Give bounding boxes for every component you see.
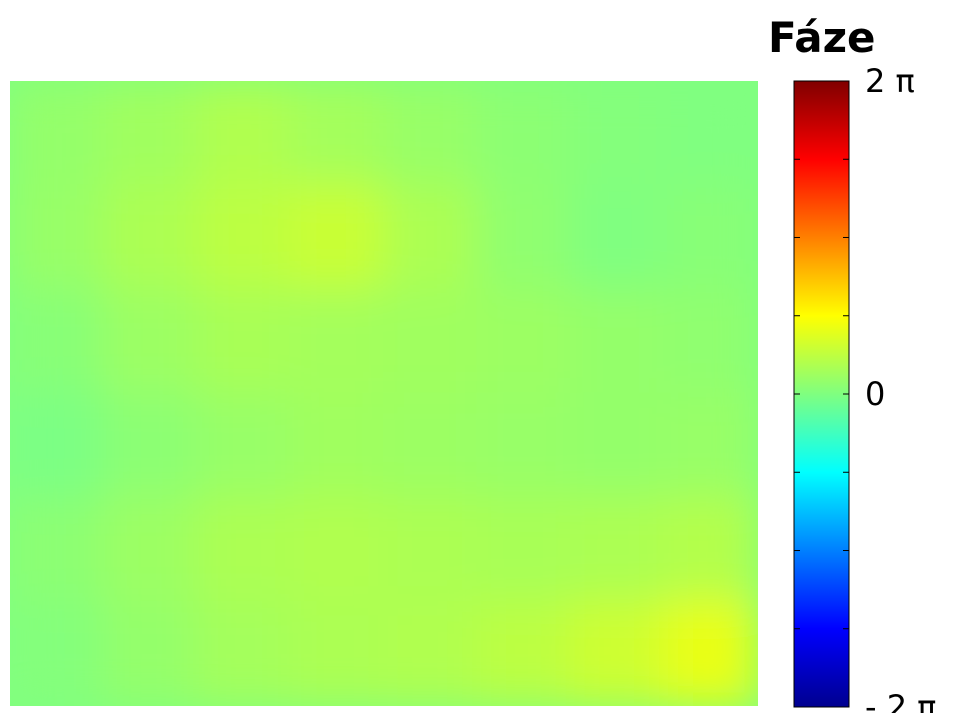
colorbar-ticks bbox=[794, 80, 849, 708]
heatmap-cell bbox=[476, 81, 572, 187]
heatmap-cell bbox=[476, 392, 572, 499]
heatmap-cell bbox=[663, 600, 758, 706]
heatmap-cell bbox=[383, 184, 479, 291]
heatmap-cell bbox=[10, 288, 105, 395]
heatmap-cell bbox=[102, 288, 198, 395]
heatmap-cell bbox=[663, 392, 758, 499]
heatmap-cell bbox=[476, 600, 572, 706]
heatmap-cell bbox=[10, 81, 105, 187]
heatmap-cell bbox=[383, 392, 479, 499]
heatmap-cell bbox=[196, 600, 292, 706]
heatmap-cell bbox=[570, 600, 666, 706]
colorbar-title: Fáze bbox=[768, 13, 876, 62]
colorbar-tick-label: 0 bbox=[865, 375, 885, 413]
heatmap-cell bbox=[10, 496, 105, 603]
colorbar-tick-label: 2 π bbox=[865, 62, 915, 100]
heatmap-cell bbox=[570, 81, 666, 187]
colorbar-gradient bbox=[793, 80, 850, 708]
heatmap-cell bbox=[10, 184, 105, 291]
heatmap-cell bbox=[102, 392, 198, 499]
heatmap-cell bbox=[196, 496, 292, 603]
heatmap-cells bbox=[10, 81, 758, 706]
heatmap-cell bbox=[289, 81, 385, 187]
heatmap-cell bbox=[196, 184, 292, 291]
heatmap-cell bbox=[289, 392, 385, 499]
heatmap-cell bbox=[10, 392, 105, 499]
heatmap-cell bbox=[383, 288, 479, 395]
heatmap-cell bbox=[383, 496, 479, 603]
heatmap-cell bbox=[102, 184, 198, 291]
heatmap-cell bbox=[570, 288, 666, 395]
heatmap-cell bbox=[383, 81, 479, 187]
heatmap-cell bbox=[289, 600, 385, 706]
colorbar-tick-labels: 2 π 0 - 2 π bbox=[865, 62, 937, 713]
heatmap-cell bbox=[570, 184, 666, 291]
heatmap-cell bbox=[663, 184, 758, 291]
heatmap-cell bbox=[476, 496, 572, 603]
heatmap-area bbox=[10, 81, 758, 706]
heatmap-cell bbox=[476, 288, 572, 395]
heatmap-cell bbox=[196, 288, 292, 395]
heatmap-cell bbox=[289, 184, 385, 291]
heatmap-cell bbox=[289, 496, 385, 603]
colorbar: 2 π 0 - 2 π Fáze bbox=[768, 13, 937, 713]
heatmap-cell bbox=[102, 600, 198, 706]
heatmap-cell bbox=[663, 288, 758, 395]
heatmap-cell bbox=[196, 392, 292, 499]
heatmap-cell bbox=[570, 392, 666, 499]
heatmap-cell bbox=[102, 81, 198, 187]
heatmap-cell bbox=[663, 81, 758, 187]
heatmap-cell bbox=[10, 600, 105, 706]
colorbar-tick-label: - 2 π bbox=[865, 688, 937, 713]
heatmap-cell bbox=[476, 184, 572, 291]
heatmap-cell bbox=[570, 496, 666, 603]
heatmap-cell bbox=[383, 600, 479, 706]
heatmap-cell bbox=[196, 81, 292, 187]
heatmap-cell bbox=[102, 496, 198, 603]
heatmap-cell bbox=[663, 496, 758, 603]
heatmap-cell bbox=[289, 288, 385, 395]
